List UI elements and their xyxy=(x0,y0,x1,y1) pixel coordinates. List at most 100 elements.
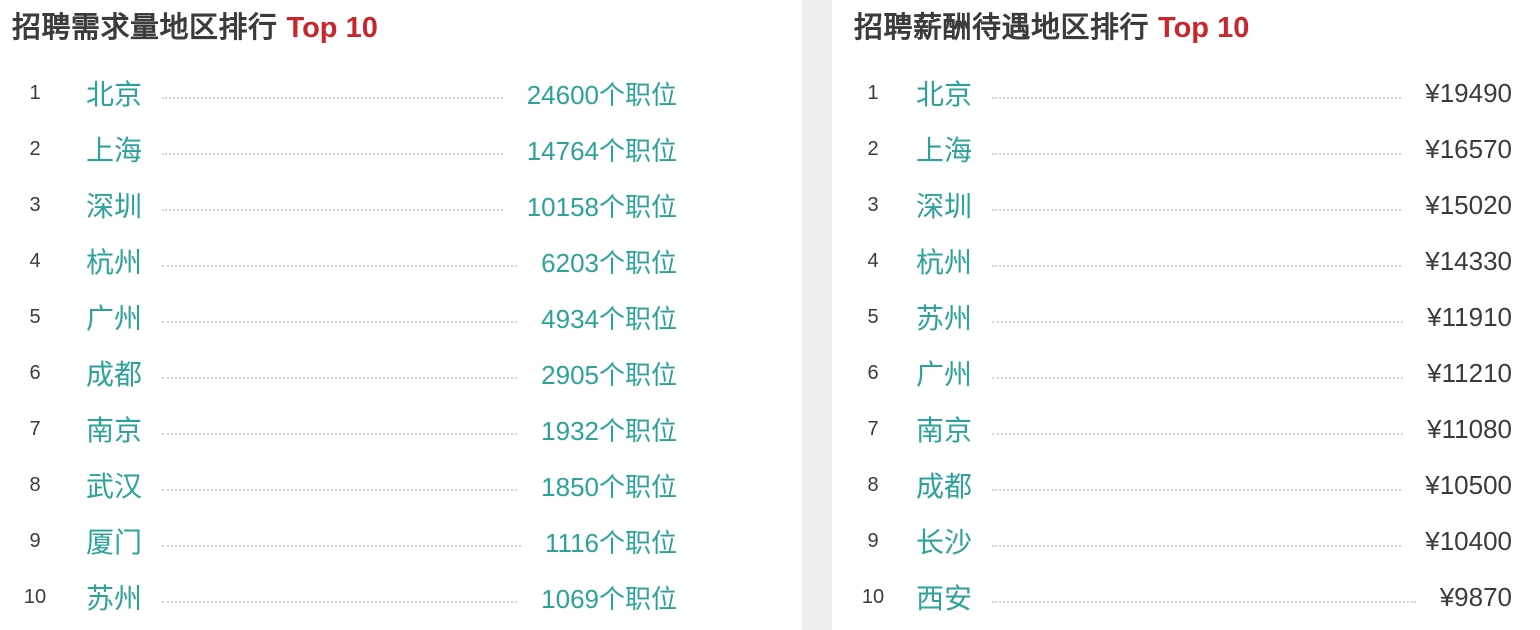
dotted-leader xyxy=(992,601,1416,603)
demand-ranking-list: 1 北京 24600个职位 2 上海 14764个职位 3 深圳 10158个职位 4 杭州 6203… xyxy=(12,65,802,625)
ranking-row: 9 厦门 1116个职位 xyxy=(12,513,802,569)
city-link[interactable]: 厦门 xyxy=(86,527,143,558)
ranking-row: 10 苏州 1069个职位 xyxy=(12,569,802,625)
demand-panel-title-top10: Top 10 xyxy=(286,12,378,44)
dotted-leader xyxy=(162,97,503,99)
dotted-leader xyxy=(162,153,503,155)
city-link[interactable]: 武汉 xyxy=(86,471,143,502)
ranking-row: 8 武汉 1850个职位 xyxy=(12,457,802,513)
rank-value: ¥10400 xyxy=(1425,525,1512,556)
rank-value: 2905个职位 xyxy=(541,359,677,390)
rank-number: 3 xyxy=(867,193,879,216)
ranking-row: 4 杭州 ¥14330 xyxy=(854,233,1540,289)
dotted-leader xyxy=(162,377,518,379)
ranking-row: 9 长沙 ¥10400 xyxy=(854,513,1540,569)
rank-value: 10158个职位 xyxy=(526,191,677,222)
dotted-leader xyxy=(162,489,518,491)
rank-value: ¥9870 xyxy=(1439,581,1512,612)
ranking-row: 10 西安 ¥9870 xyxy=(854,569,1540,625)
city-link[interactable]: 成都 xyxy=(86,359,143,390)
city-link[interactable]: 西安 xyxy=(916,583,973,614)
ranking-row: 1 北京 24600个职位 xyxy=(12,65,802,121)
demand-ranking-panel: 招聘需求量地区排行 Top 10 1 北京 24600个职位 2 上海 14764个职位 3 深… xyxy=(12,10,802,625)
dotted-leader xyxy=(162,321,518,323)
dotted-leader xyxy=(162,433,518,435)
dotted-leader xyxy=(162,209,503,211)
salary-ranking-list: 1 北京 ¥19490 2 上海 ¥16570 3 深圳 ¥15020 4 杭州 ¥14330 5 苏州 ¥… xyxy=(854,65,1540,625)
ranking-row: 8 成都 ¥10500 xyxy=(854,457,1540,513)
rank-number: 3 xyxy=(29,193,41,216)
demand-panel-title-text: 招聘需求量地区排行 xyxy=(12,12,278,44)
rank-number: 5 xyxy=(867,305,879,328)
rank-number: 2 xyxy=(867,137,879,160)
rank-value: ¥19490 xyxy=(1425,77,1512,108)
rank-number: 10 xyxy=(23,585,47,608)
rank-number: 6 xyxy=(867,361,879,384)
ranking-row: 7 南京 ¥11080 xyxy=(854,401,1540,457)
city-link[interactable]: 南京 xyxy=(916,415,973,446)
city-link[interactable]: 广州 xyxy=(916,359,973,390)
city-link[interactable]: 上海 xyxy=(86,135,143,166)
city-link[interactable]: 上海 xyxy=(916,135,973,166)
rank-value: 1850个职位 xyxy=(541,471,677,502)
dotted-leader xyxy=(992,97,1402,99)
ranking-row: 3 深圳 ¥15020 xyxy=(854,177,1540,233)
demand-panel-title: 招聘需求量地区排行 Top 10 xyxy=(12,10,802,46)
city-link[interactable]: 南京 xyxy=(86,415,143,446)
ranking-row: 5 苏州 ¥11910 xyxy=(854,289,1540,345)
rank-value: ¥10500 xyxy=(1425,469,1512,500)
panel-divider xyxy=(802,0,832,630)
rank-value: 1069个职位 xyxy=(541,583,677,614)
dotted-leader xyxy=(992,433,1404,435)
rank-number: 8 xyxy=(867,473,879,496)
dotted-leader xyxy=(992,209,1402,211)
dotted-leader xyxy=(992,377,1404,379)
rank-value: ¥15020 xyxy=(1425,189,1512,220)
salary-panel-title-text: 招聘薪酬待遇地区排行 xyxy=(854,12,1150,44)
ranking-row: 3 深圳 10158个职位 xyxy=(12,177,802,233)
rank-value: 6203个职位 xyxy=(541,247,677,278)
city-link[interactable]: 长沙 xyxy=(916,527,973,558)
city-link[interactable]: 北京 xyxy=(86,79,143,110)
salary-panel-title: 招聘薪酬待遇地区排行 Top 10 xyxy=(854,10,1540,46)
rank-number: 2 xyxy=(29,137,41,160)
ranking-row: 1 北京 ¥19490 xyxy=(854,65,1540,121)
city-link[interactable]: 广州 xyxy=(86,303,143,334)
city-link[interactable]: 杭州 xyxy=(86,247,143,278)
ranking-row: 2 上海 14764个职位 xyxy=(12,121,802,177)
city-link[interactable]: 深圳 xyxy=(916,191,973,222)
rank-value: ¥16570 xyxy=(1425,133,1512,164)
rank-number: 7 xyxy=(29,417,41,440)
dotted-leader xyxy=(992,321,1404,323)
rank-value: ¥14330 xyxy=(1425,245,1512,276)
dotted-leader xyxy=(162,601,518,603)
rank-value: 1116个职位 xyxy=(545,527,677,558)
city-link[interactable]: 苏州 xyxy=(86,583,143,614)
rank-number: 1 xyxy=(867,81,879,104)
rank-value: ¥11080 xyxy=(1427,413,1512,444)
dotted-leader xyxy=(162,265,518,267)
rank-value: 4934个职位 xyxy=(541,303,677,334)
city-link[interactable]: 深圳 xyxy=(86,191,143,222)
dotted-leader xyxy=(992,489,1402,491)
ranking-row: 5 广州 4934个职位 xyxy=(12,289,802,345)
rank-value: ¥11910 xyxy=(1427,301,1512,332)
rank-number: 4 xyxy=(867,249,879,272)
dotted-leader xyxy=(162,545,522,547)
city-link[interactable]: 北京 xyxy=(916,79,973,110)
rank-number: 6 xyxy=(29,361,41,384)
rank-number: 4 xyxy=(29,249,41,272)
city-link[interactable]: 成都 xyxy=(916,471,973,502)
rank-number: 8 xyxy=(29,473,41,496)
city-link[interactable]: 杭州 xyxy=(916,247,973,278)
city-link[interactable]: 苏州 xyxy=(916,303,973,334)
dotted-leader xyxy=(992,265,1402,267)
rank-value: 14764个职位 xyxy=(526,135,677,166)
rank-number: 1 xyxy=(29,81,41,104)
salary-ranking-panel: 招聘薪酬待遇地区排行 Top 10 1 北京 ¥19490 2 上海 ¥16570 3 深圳 ¥1… xyxy=(832,0,1540,630)
ranking-row: 6 成都 2905个职位 xyxy=(12,345,802,401)
rank-number: 9 xyxy=(29,529,41,552)
rank-number: 7 xyxy=(867,417,879,440)
rank-value: 1932个职位 xyxy=(541,415,677,446)
